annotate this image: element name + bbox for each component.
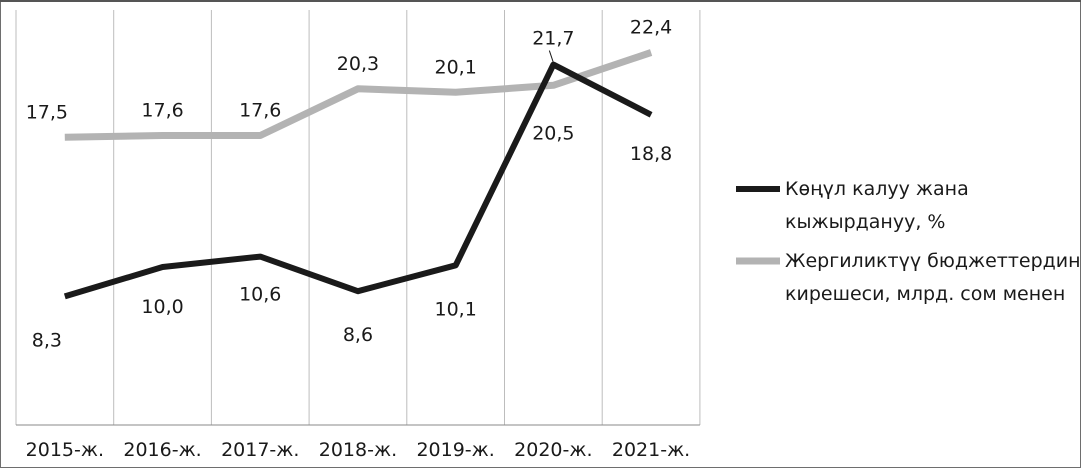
series-line: [63, 61, 653, 300]
data-label: 20,3: [337, 53, 379, 75]
series-lines: [63, 49, 653, 300]
data-label: 10,6: [239, 284, 281, 306]
x-tick-label: 2021-ж.: [612, 439, 690, 461]
data-label: 22,4: [630, 16, 672, 38]
x-tick-label: 2020-ж.: [514, 439, 592, 461]
data-label: 8,3: [32, 329, 62, 351]
x-tick-label: 2019-ж.: [416, 439, 494, 461]
label-leader-line: [548, 50, 554, 63]
legend-label: Жергиликтүү бюджеттердин: [785, 250, 1081, 272]
series-line: [64, 49, 653, 141]
data-label: 21,7: [532, 28, 574, 50]
legend-label: кирешеси, млрд. сом менен: [785, 283, 1065, 305]
data-label: 10,1: [434, 298, 476, 320]
x-tick-label: 2018-ж.: [319, 439, 397, 461]
data-label: 17,6: [141, 100, 183, 122]
data-labels: 8,3 10,0 10,6 8,6 10,1 21,7 18,8 17,5 17,6 17,6 20…: [26, 16, 673, 351]
x-tick-label: 2017-ж.: [221, 439, 299, 461]
legend-label: кыжырдануу, %: [785, 211, 945, 233]
data-label: 18,8: [630, 143, 672, 165]
data-label: 20,1: [434, 56, 476, 78]
x-tick-label: 2015-ж.: [26, 439, 104, 461]
data-label: 17,6: [239, 100, 281, 122]
legend-label: Көңүл калуу жана: [785, 178, 969, 200]
data-label: 17,5: [26, 101, 68, 123]
x-axis: 2015-ж. 2016-ж. 2017-ж. 2018-ж. 2019-ж. 2020-…: [16, 424, 700, 461]
data-label: 10,0: [141, 296, 183, 318]
x-tick-label: 2016-ж.: [123, 439, 201, 461]
data-label: 20,5: [532, 122, 574, 144]
data-label: 8,6: [343, 324, 373, 346]
legend: Көңүл калуу жана кыжырдануу, % Жергиликтүү…: [736, 178, 1081, 305]
grid-lines: [15, 10, 701, 425]
